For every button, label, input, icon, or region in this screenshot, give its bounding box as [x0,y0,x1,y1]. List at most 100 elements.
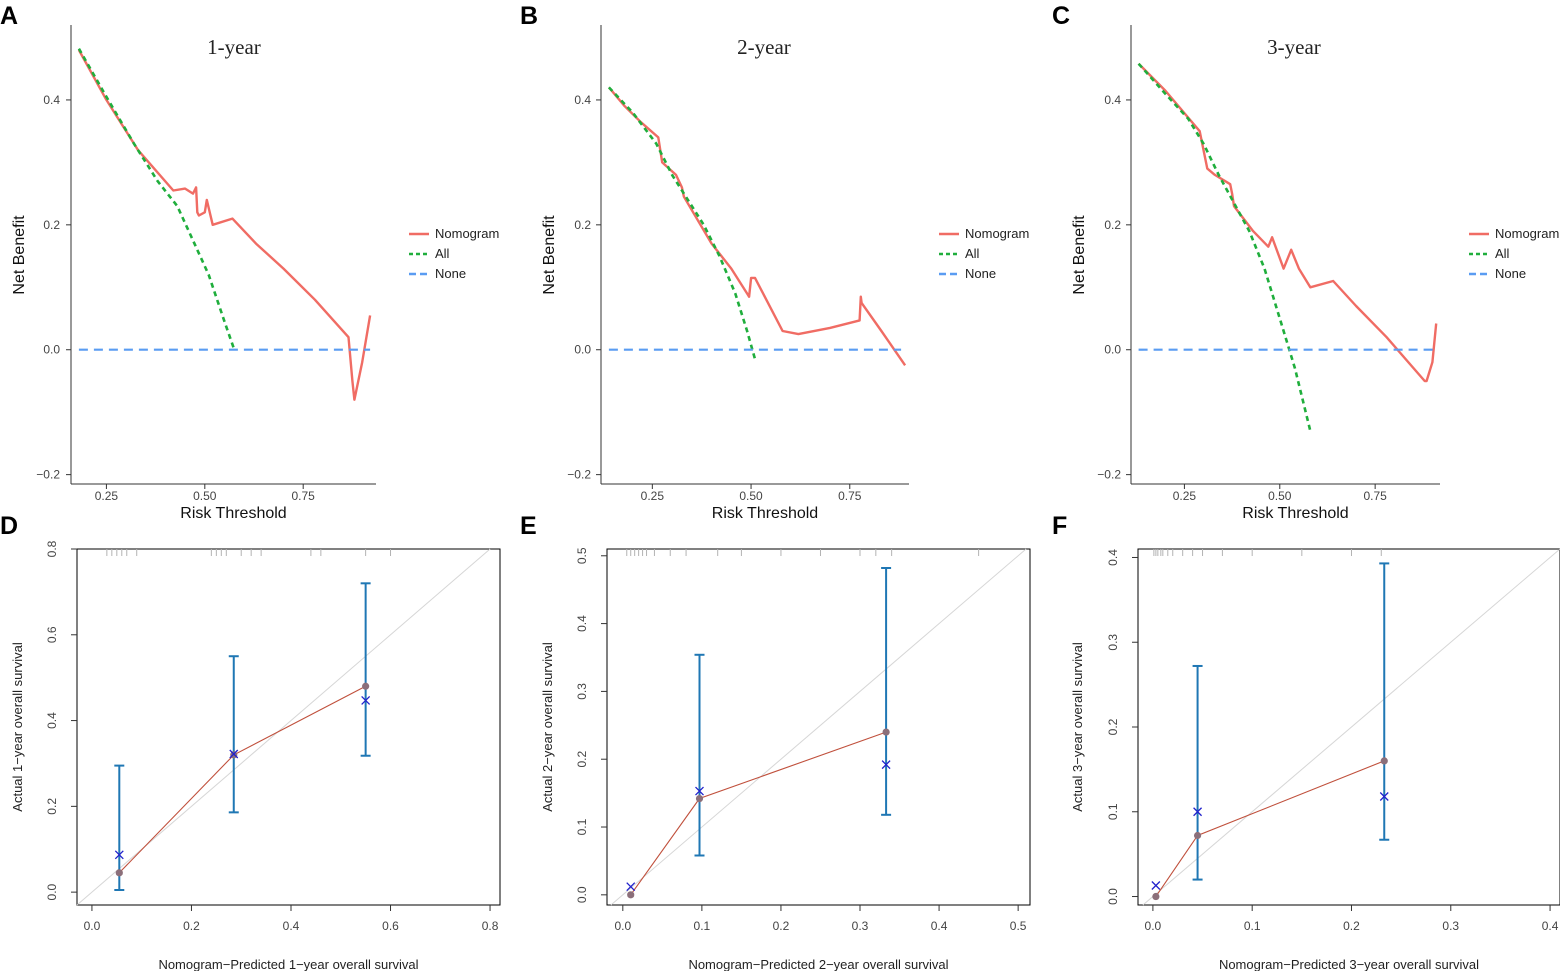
y-tick-label: 0.5 [575,547,589,564]
y-tick-label: 0.0 [43,343,60,357]
y-tick-label: −0.2 [567,468,591,482]
y-tick-label: 0.4 [45,712,59,729]
observed-point [362,682,370,690]
legend-label-nomogram: Nomogram [965,226,1029,241]
x-tick-label: 0.5 [1010,919,1027,933]
observed-point [115,869,123,877]
estimate-cross [361,695,371,705]
y-tick-label: 0.0 [45,883,59,900]
ideal-diagonal [610,548,1027,906]
y-tick-label: 0.4 [1106,549,1120,566]
y-tick-label: 0.4 [574,93,591,107]
x-tick-label: 0.4 [931,919,948,933]
legend-label-all: All [1495,246,1510,261]
estimate-cross [695,786,704,796]
decision-curve-panel: −0.2 0.0 0.2 0.4 0.25 0.50 0.75 2-year Risk Thre… [541,25,1029,522]
x-tick-label: 0.2 [183,919,200,933]
x-tick-label: 0.3 [1442,919,1459,933]
panel-title: 2-year [737,35,791,59]
x-tick-label: 0.75 [838,489,862,503]
calibration-panel: 0.0 0.1 0.2 0.3 0.4 0.5 0.0 0.1 0.2 0.3 0.4 0.5 Nomo… [540,547,1031,971]
estimate-cross [1151,881,1161,890]
panel-letter-d: D [0,512,18,540]
x-tick-label: 0.1 [1244,919,1261,933]
x-tick-label: 0.4 [1542,919,1559,933]
panel-letter-e: E [520,512,537,540]
panel-letter-c: C [1052,2,1070,30]
y-tick-label: 0.2 [1104,218,1121,232]
series-line-all [1137,62,1312,432]
plot-frame [76,548,501,906]
estimate-cross [1193,807,1203,817]
x-tick-label: 0.4 [283,919,300,933]
y-tick-label: 0.2 [1106,718,1120,735]
y-tick-label: 0.1 [575,818,589,835]
x-tick-label: 0.1 [694,919,711,933]
legend-label-none: None [1495,266,1526,281]
y-tick-label: 0.2 [575,751,589,768]
observed-point [1380,757,1388,765]
x-tick-label: 0.0 [84,919,101,933]
legend-label-all: All [435,246,450,261]
legend-label-none: None [965,266,996,281]
estimate-cross [1379,792,1389,801]
y-tick-label: 0.3 [575,683,589,700]
y-axis-title: Net Benefit [541,215,558,295]
y-axis-title: Actual 3−year overall survival [1070,642,1085,812]
x-tick-label: 0.0 [614,919,631,933]
x-axis-title: Nomogram−Predicted 2−year overall surviv… [688,957,948,971]
estimate-cross [229,749,239,759]
y-axis-title: Net Benefit [1071,215,1088,295]
calibration-panel: 0.0 0.2 0.4 0.6 0.8 0.0 0.2 0.4 0.6 0.8 Nomogram−P… [10,540,501,971]
series-line-nomogram [607,86,907,366]
legend-label-all: All [965,246,980,261]
series-line-nomogram [77,49,372,401]
x-tick-label: 0.25 [1173,489,1197,503]
ideal-diagonal [1142,548,1560,906]
y-tick-label: 0.0 [1106,888,1120,905]
estimate-cross [881,760,891,770]
legend-label-none: None [435,266,466,281]
y-axis-title: Actual 1−year overall survival [10,642,25,812]
y-tick-label: 0.0 [574,343,591,357]
series-line-all [77,48,236,351]
legend-label-nomogram: Nomogram [1495,226,1559,241]
panel-title: 3-year [1267,35,1321,59]
x-axis-title: Risk Threshold [712,505,818,522]
panel-letter-b: B [520,2,538,30]
x-tick-label: 0.50 [193,489,217,503]
y-tick-label: 0.2 [45,798,59,815]
x-tick-label: 0.6 [382,919,399,933]
legend-label-nomogram: Nomogram [435,226,499,241]
x-axis-title: Nomogram−Predicted 1−year overall surviv… [158,957,418,971]
observed-point [1193,831,1202,840]
y-axis-title: Actual 2−year overall survival [540,642,555,812]
x-tick-label: 0.50 [739,489,763,503]
calibration-line [1155,760,1385,897]
x-axis-title: Risk Threshold [180,505,286,522]
panel-title: 1-year [207,35,261,59]
x-tick-label: 0.25 [95,489,119,503]
x-tick-label: 0.2 [773,919,790,933]
panel-letter-f: F [1052,512,1067,540]
x-axis-title: Risk Threshold [1242,505,1348,522]
y-tick-label: 0.0 [575,886,589,903]
x-tick-label: 0.2 [1343,919,1360,933]
series-line-all [607,86,757,360]
x-tick-label: 0.75 [1363,489,1387,503]
series-line-nomogram [1137,62,1438,383]
observed-point [695,794,704,803]
y-tick-label: 0.8 [45,540,59,557]
decision-curve-panel: −0.2 0.0 0.2 0.4 0.25 0.50 0.75 1-year Risk Thre… [11,25,499,522]
y-tick-label: 0.3 [1106,634,1120,651]
y-tick-label: 0.4 [1104,93,1121,107]
y-tick-label: 0.0 [1104,343,1121,357]
observed-point [627,891,635,899]
panel-letter-a: A [0,2,18,30]
y-tick-label: −0.2 [36,468,60,482]
x-tick-label: 0.3 [852,919,869,933]
ideal-diagonal [76,548,491,906]
observed-point [1152,892,1160,901]
x-tick-label: 0.25 [641,489,665,503]
